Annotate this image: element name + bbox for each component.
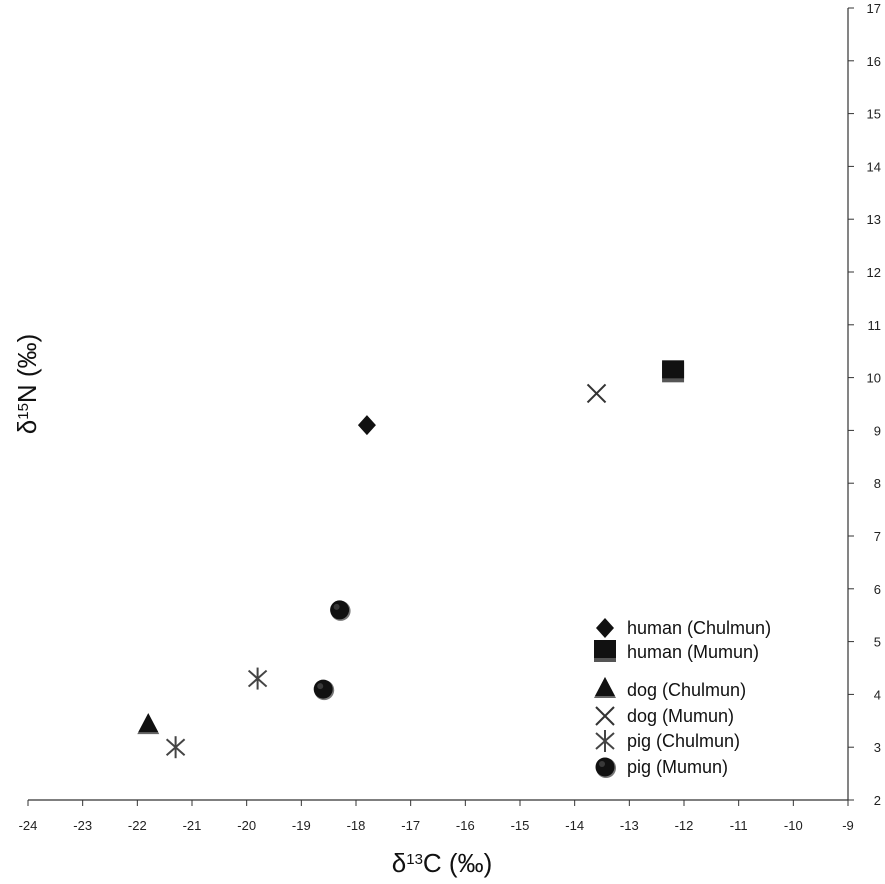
legend: human (Chulmun) human (Mumun) dog (Chulmun… <box>594 618 771 778</box>
legend-marker <box>594 640 616 662</box>
legend-item: dog (Mumun) <box>595 706 734 726</box>
x-tick-label: -23 <box>73 818 92 833</box>
y-tick-label: 13 <box>867 212 881 227</box>
data-point <box>586 383 607 404</box>
legend-label: pig (Mumun) <box>627 757 728 777</box>
y-tick-label: 8 <box>874 476 881 491</box>
y-tick-label: 7 <box>874 529 881 544</box>
y-tick-label: 4 <box>874 687 881 702</box>
data-points <box>137 360 685 759</box>
y-axis-title: δ15N (‰) <box>12 334 42 435</box>
data-point <box>662 360 685 383</box>
x-tick-label: -20 <box>237 818 256 833</box>
legend-item: pig (Mumun) <box>595 757 728 778</box>
x-tick-label: -15 <box>511 818 530 833</box>
x-tick-label: -22 <box>128 818 147 833</box>
x-tick-label: -18 <box>347 818 366 833</box>
x-tick-label: -17 <box>401 818 420 833</box>
data-point <box>357 415 376 436</box>
axes <box>27 7 854 806</box>
legend-item: pig (Chulmun) <box>595 730 740 752</box>
legend-item: human (Mumun) <box>594 640 759 662</box>
y-tick-label: 6 <box>874 582 881 597</box>
y-tick-label: 12 <box>867 265 881 280</box>
y-tick-label: 3 <box>874 740 881 755</box>
legend-label: dog (Mumun) <box>627 706 734 726</box>
legend-label: pig (Chulmun) <box>627 731 740 751</box>
legend-marker <box>595 757 616 778</box>
x-tick-label: -9 <box>842 818 854 833</box>
data-point <box>247 667 268 690</box>
y-tick-label: 10 <box>867 371 881 386</box>
x-axis-title: δ13C (‰) <box>392 848 493 878</box>
y-tick-label: 14 <box>867 159 881 174</box>
y-tick-label: 17 <box>867 1 881 16</box>
data-point <box>137 713 160 735</box>
legend-label: human (Chulmun) <box>627 618 771 638</box>
y-tick-label: 11 <box>868 318 882 333</box>
data-point <box>313 679 335 701</box>
x-axis-title-superscript: 13 <box>406 851 423 868</box>
y-tick-label: 2 <box>874 793 881 808</box>
y-tick-label: 15 <box>867 107 881 122</box>
y-tick-label: 16 <box>867 54 881 69</box>
x-tick-label: -19 <box>292 818 311 833</box>
data-point <box>165 736 186 759</box>
x-tick-label: -12 <box>675 818 694 833</box>
legend-marker <box>596 618 614 638</box>
x-tick-label: -21 <box>183 818 202 833</box>
legend-item: dog (Chulmun) <box>594 677 746 700</box>
y-tick-label: 5 <box>874 635 881 650</box>
legend-marker <box>595 730 615 752</box>
x-tick-label: -13 <box>620 818 639 833</box>
y-axis-title-superscript: 15 <box>15 403 32 420</box>
x-tick-label: -24 <box>19 818 38 833</box>
x-tick-label: -10 <box>784 818 803 833</box>
x-tick-label: -14 <box>565 818 584 833</box>
legend-marker <box>595 706 615 726</box>
tick-labels: -24 -23 -22 -21 -20 -19 -18 -17 -16 -15 -14 -13 -12 -… <box>19 1 881 833</box>
data-point <box>330 600 351 621</box>
legend-label: human (Mumun) <box>627 642 759 662</box>
legend-label: dog (Chulmun) <box>627 680 746 700</box>
x-tick-label: -11 <box>730 818 748 833</box>
y-tick-label: 9 <box>874 423 881 438</box>
legend-marker <box>594 677 616 698</box>
x-tick-label: -16 <box>456 818 475 833</box>
legend-item: human (Chulmun) <box>596 618 771 638</box>
